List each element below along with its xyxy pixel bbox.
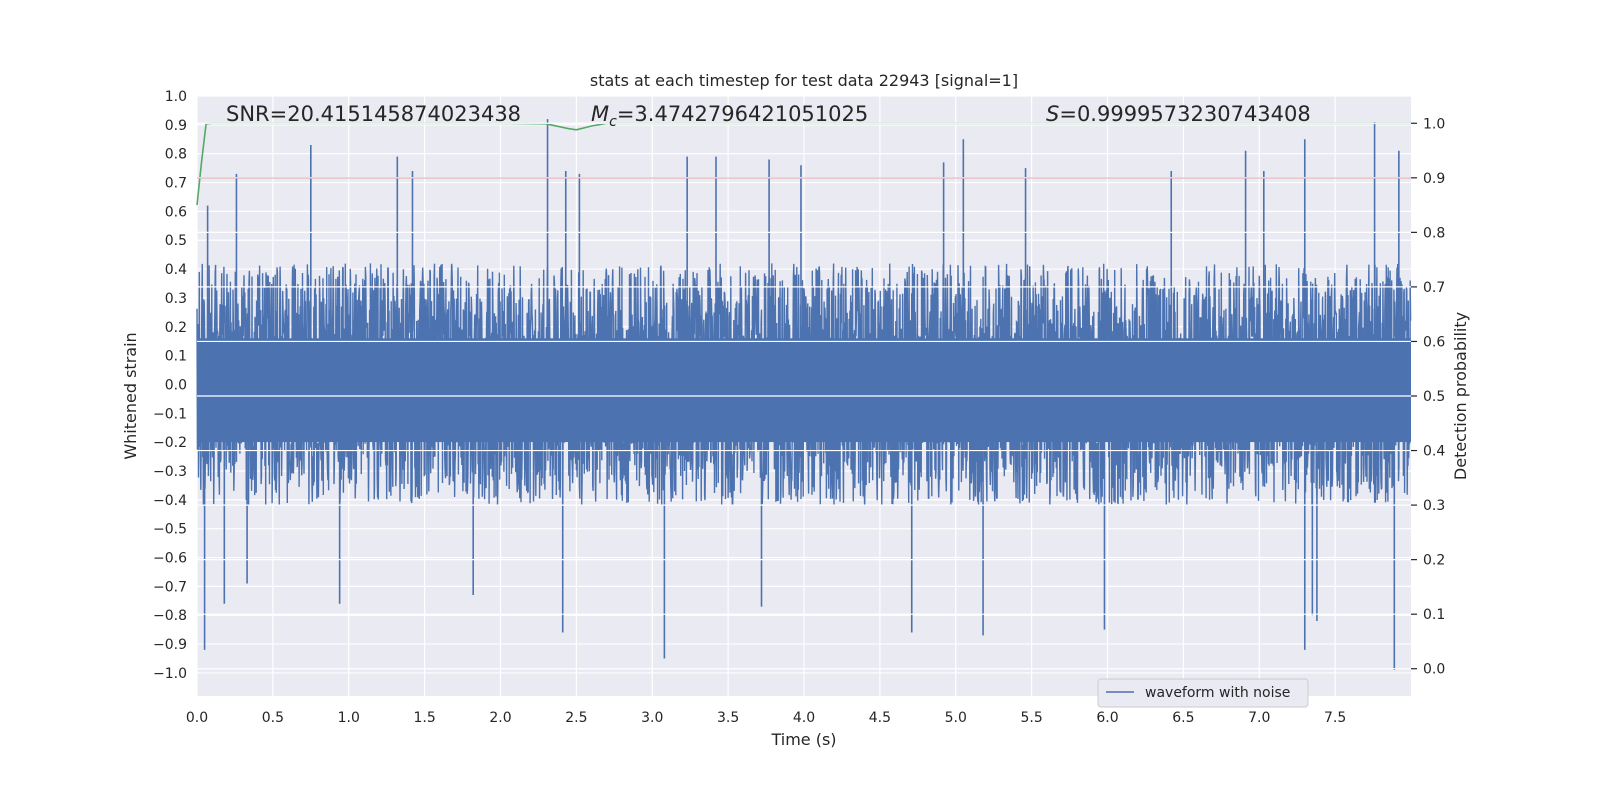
y2-tick-label: 0.8 bbox=[1423, 225, 1445, 241]
y2-tick-label: 0.1 bbox=[1423, 607, 1445, 623]
x-tick-label: 6.5 bbox=[1172, 710, 1194, 726]
y2-tick-label: 0.4 bbox=[1423, 444, 1445, 460]
waveform-series bbox=[196, 119, 1412, 671]
y-tick-label: 0.6 bbox=[165, 204, 187, 220]
y-tick-label: 0.9 bbox=[165, 118, 187, 134]
y-tick-label: −0.1 bbox=[153, 406, 187, 422]
y-axis-left: 1.0 0.9 0.8 0.7 0.6 0.5 0.4 0.3 0.2 0.1 0.0 −0.1 −0.… bbox=[153, 89, 187, 682]
x-tick-label: 2.5 bbox=[565, 710, 587, 726]
y-tick-label: 0.2 bbox=[165, 320, 187, 336]
x-tick-label: 0.0 bbox=[186, 710, 208, 726]
chirp-mass-value: =3.4742796421051025 bbox=[617, 102, 868, 126]
x-tick-label: 6.0 bbox=[1096, 710, 1118, 726]
x-tick-label: 1.5 bbox=[413, 710, 435, 726]
x-tick-label: 4.0 bbox=[793, 710, 815, 726]
chirp-mass-symbol: M bbox=[591, 102, 609, 126]
y2-tick-label: 0.2 bbox=[1423, 553, 1445, 569]
y2-axis-label: Detection probability bbox=[1451, 312, 1470, 480]
y-tick-label: 0.5 bbox=[165, 233, 187, 249]
chart-title: stats at each timestep for test data 229… bbox=[590, 71, 1018, 90]
x-tick-label: 2.0 bbox=[489, 710, 511, 726]
y-tick-label: −0.8 bbox=[153, 608, 187, 624]
y-tick-label: 0.7 bbox=[165, 176, 187, 192]
score-value: =0.9999573230743408 bbox=[1059, 102, 1310, 126]
x-tick-label: 1.0 bbox=[338, 710, 360, 726]
x-tick-label: 3.5 bbox=[717, 710, 739, 726]
x-axis: 0.0 0.5 1.0 1.5 2.0 2.5 3.0 3.5 4.0 4.5 5.0 5.5 6.0 6… bbox=[186, 710, 1346, 726]
score-symbol: S bbox=[1046, 102, 1059, 126]
y-tick-label: −1.0 bbox=[153, 666, 187, 682]
probability-series bbox=[196, 122, 1411, 670]
legend-box bbox=[1097, 678, 1309, 708]
y-tick-label: 1.0 bbox=[165, 89, 187, 105]
waveform-line bbox=[196, 263, 1412, 506]
y2-tick-label: 0.3 bbox=[1423, 498, 1445, 514]
snr-annotation: SNR=20.415145874023438 bbox=[226, 102, 521, 126]
y-tick-label: −0.6 bbox=[153, 551, 187, 567]
y-tick-label: −0.4 bbox=[153, 493, 187, 509]
x-tick-label: 5.0 bbox=[945, 710, 967, 726]
y-tick-label: −0.9 bbox=[153, 637, 187, 653]
y-tick-label: 0.8 bbox=[165, 147, 187, 163]
y-tick-label: 0.0 bbox=[165, 377, 187, 393]
y2-tick-label: 0.5 bbox=[1423, 389, 1445, 405]
legend-label-waveform: waveform with noise bbox=[1145, 685, 1290, 701]
y-tick-label: −0.5 bbox=[153, 522, 187, 538]
y-tick-label: −0.2 bbox=[153, 435, 187, 451]
x-axis-label: Time (s) bbox=[770, 730, 836, 749]
x-tick-label: 7.0 bbox=[1248, 710, 1270, 726]
x-tick-label: 5.5 bbox=[1020, 710, 1042, 726]
y2-tick-label: 0.9 bbox=[1423, 171, 1445, 187]
y2-tick-label: 1.0 bbox=[1423, 116, 1445, 132]
y-tick-label: 0.1 bbox=[165, 349, 187, 365]
y-axis-right: 1.0 0.9 0.8 0.7 0.6 0.5 0.4 0.3 0.2 0.1 0.0 bbox=[1411, 116, 1445, 678]
x-tick-label: 3.0 bbox=[641, 710, 663, 726]
waveform-core bbox=[197, 338, 1411, 443]
score-annotation: S=0.9999573230743408 bbox=[1046, 102, 1311, 126]
y-axis-label: Whitened strain bbox=[121, 332, 140, 459]
y2-tick-label: 0.7 bbox=[1423, 280, 1445, 296]
y-tick-label: 0.4 bbox=[165, 262, 187, 278]
legend: waveform with noise bbox=[1097, 678, 1309, 708]
y-tick-label: −0.3 bbox=[153, 464, 187, 480]
y-tick-label: −0.7 bbox=[153, 579, 187, 595]
chirp-mass-subscript: c bbox=[609, 114, 617, 130]
x-tick-label: 7.5 bbox=[1324, 710, 1346, 726]
x-tick-label: 0.5 bbox=[262, 710, 284, 726]
x-tick-label: 4.5 bbox=[869, 710, 891, 726]
y2-tick-label: 0.6 bbox=[1423, 334, 1445, 350]
chirp-mass-annotation: Mc=3.4742796421051025 bbox=[591, 102, 868, 130]
y-tick-label: 0.3 bbox=[165, 291, 187, 307]
y2-tick-label: 0.0 bbox=[1423, 662, 1445, 678]
